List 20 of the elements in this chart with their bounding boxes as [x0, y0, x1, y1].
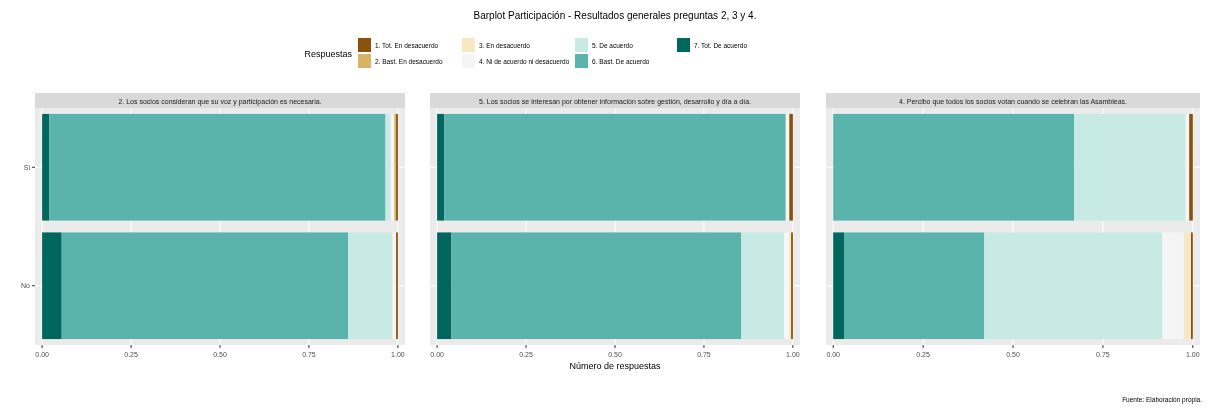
bar [42, 232, 62, 340]
bar [1074, 113, 1186, 221]
bar [741, 232, 784, 340]
x-axis-title: Número de respuestas [569, 361, 662, 371]
bar [833, 113, 1075, 221]
bar [789, 113, 793, 221]
chart-title: Barplot Participación - Resultados generales preguntas 2, 3 y 4. [473, 10, 757, 21]
bar [1183, 232, 1192, 340]
bar [348, 232, 393, 340]
bar [437, 232, 452, 340]
bar [437, 113, 445, 221]
bar [385, 113, 391, 221]
bar [984, 232, 1163, 340]
bar [42, 113, 50, 221]
bar [843, 232, 985, 340]
bar [833, 232, 844, 340]
bar [1189, 113, 1193, 221]
bar [1162, 232, 1184, 340]
legend-title: Respuestas [304, 49, 353, 59]
bar [783, 232, 790, 340]
